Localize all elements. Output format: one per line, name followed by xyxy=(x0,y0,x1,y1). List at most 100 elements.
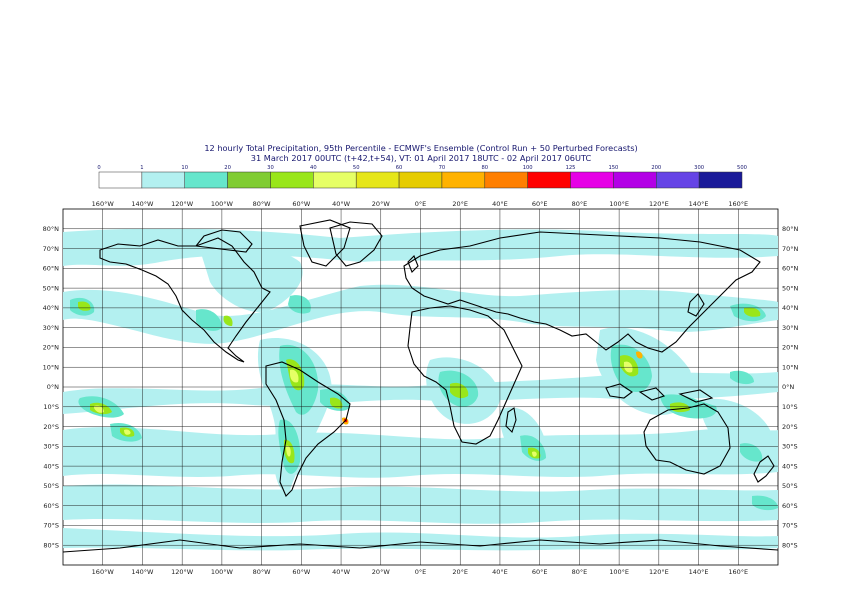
legend-label: 80 xyxy=(481,165,488,171)
legend-label: 30 xyxy=(267,165,274,171)
lat-label-right: 10°S xyxy=(782,403,798,411)
legend-swatch xyxy=(613,171,657,189)
lat-label-right: 10°N xyxy=(782,363,799,371)
lon-label-bottom: 20°E xyxy=(452,568,468,576)
chart-subtitle: 31 March 2017 00UTC (t+42,t+54), VT: 01 … xyxy=(250,153,592,163)
legend-swatch xyxy=(484,171,528,189)
lon-label-bottom: 80°E xyxy=(572,568,588,576)
legend-label: 20 xyxy=(224,165,231,171)
legend-swatch xyxy=(656,171,700,189)
lon-label-top: 120°E xyxy=(649,200,669,208)
lon-label-top: 100°W xyxy=(211,200,234,208)
lat-label-right: 80°N xyxy=(782,225,799,233)
lon-label-bottom: 40°W xyxy=(332,568,351,576)
map-frame: 160°W 160°W 140°W 140°W 120°W 120°W 100°W 100°W… xyxy=(43,200,799,576)
coastlines xyxy=(62,219,779,553)
legend-swatch xyxy=(270,171,314,189)
lat-label-right: 40°S xyxy=(782,462,798,470)
lon-label-bottom: 0°E xyxy=(415,568,427,576)
legend-swatch xyxy=(141,171,185,189)
legend-label: 10 xyxy=(181,165,188,171)
lat-label-right: 80°S xyxy=(782,541,798,549)
lon-label-top: 160°W xyxy=(92,200,115,208)
lon-label-bottom: 40°E xyxy=(492,568,508,576)
legend-label: 50 xyxy=(353,165,360,171)
lon-label-top: 100°E xyxy=(609,200,629,208)
legend-swatch xyxy=(98,171,143,189)
lat-label-left: 50°N xyxy=(43,284,60,292)
lon-label-bottom: 60°E xyxy=(532,568,548,576)
lon-label-bottom: 120°W xyxy=(171,568,194,576)
legend-label: 200 xyxy=(651,165,661,171)
lon-label-bottom: 20°W xyxy=(372,568,391,576)
legend-swatch xyxy=(184,171,228,189)
legend-label: 500 xyxy=(737,165,747,171)
legend-swatch xyxy=(527,171,571,189)
lat-label-left: 60°S xyxy=(43,502,59,510)
lon-label-bottom: 160°E xyxy=(728,568,748,576)
lon-label-bottom: 100°E xyxy=(609,568,629,576)
lat-label-right: 50°N xyxy=(782,284,799,292)
lat-label-left: 80°S xyxy=(43,541,59,549)
lon-label-top: 120°W xyxy=(171,200,194,208)
lat-label-left: 80°N xyxy=(43,225,60,233)
lat-label-left: 40°N xyxy=(43,304,60,312)
lon-label-top: 140°W xyxy=(131,200,154,208)
lat-label-right: 30°S xyxy=(782,443,798,451)
lon-label-top: 60°W xyxy=(292,200,311,208)
lat-label-right: 70°S xyxy=(782,522,798,530)
lon-label-top: 20°W xyxy=(372,200,391,208)
legend-swatch xyxy=(355,171,400,189)
lon-label-bottom: 140°W xyxy=(131,568,154,576)
legend-label: 0 xyxy=(97,165,100,171)
lon-label-top: 160°E xyxy=(728,200,748,208)
lon-label-bottom: 160°W xyxy=(92,568,115,576)
legend-swatch xyxy=(227,171,271,189)
legend-swatch xyxy=(570,171,614,189)
lon-label-top: 40°W xyxy=(332,200,351,208)
lat-label-right: 20°S xyxy=(782,423,798,431)
lon-label-top: 60°E xyxy=(532,200,548,208)
legend-label: 125 xyxy=(566,165,576,171)
lon-label-bottom: 60°W xyxy=(292,568,311,576)
lat-label-left: 30°S xyxy=(43,443,59,451)
lat-label-left: 30°N xyxy=(43,324,60,332)
legend-swatch xyxy=(698,171,743,189)
lon-label-top: 0°E xyxy=(415,200,427,208)
legend-label: 40 xyxy=(310,165,317,171)
legend-label: 60 xyxy=(396,165,403,171)
lat-label-left: 50°S xyxy=(43,482,59,490)
lat-label-right: 0°N xyxy=(782,383,794,391)
lat-label-left: 70°S xyxy=(43,522,59,530)
lon-label-top: 140°E xyxy=(689,200,709,208)
lat-label-right: 20°N xyxy=(782,344,799,352)
lon-label-bottom: 120°E xyxy=(649,568,669,576)
lat-label-right: 50°S xyxy=(782,482,798,490)
lat-label-right: 60°S xyxy=(782,502,798,510)
lat-label-left: 60°N xyxy=(43,265,60,273)
lon-label-top: 80°W xyxy=(253,200,272,208)
lat-label-right: 30°N xyxy=(782,324,799,332)
lon-label-bottom: 100°W xyxy=(211,568,234,576)
lat-label-right: 40°N xyxy=(782,304,799,312)
lon-label-top: 20°E xyxy=(452,200,468,208)
lat-label-left: 20°S xyxy=(43,423,59,431)
lat-label-right: 60°N xyxy=(782,265,799,273)
lon-label-top: 80°E xyxy=(572,200,588,208)
lat-label-left: 70°N xyxy=(43,245,60,253)
chart-title: 12 hourly Total Precipitation, 95th Perc… xyxy=(204,143,638,153)
lon-label-bottom: 140°E xyxy=(689,568,709,576)
legend-label: 300 xyxy=(694,165,704,171)
lat-label-left: 10°S xyxy=(43,403,59,411)
legend-label: 100 xyxy=(523,165,533,171)
axis-labels: 160°W 160°W 140°W 140°W 120°W 120°W 100°W 100°W… xyxy=(43,200,799,576)
legend-label: 70 xyxy=(439,165,446,171)
lon-label-bottom: 80°W xyxy=(253,568,272,576)
lat-label-left: 0°N xyxy=(47,383,59,391)
lon-label-top: 40°E xyxy=(492,200,508,208)
legend-label: 150 xyxy=(608,165,618,171)
lat-label-left: 20°N xyxy=(43,344,60,352)
lat-label-left: 40°S xyxy=(43,462,59,470)
legend-label: 1 xyxy=(140,165,143,171)
